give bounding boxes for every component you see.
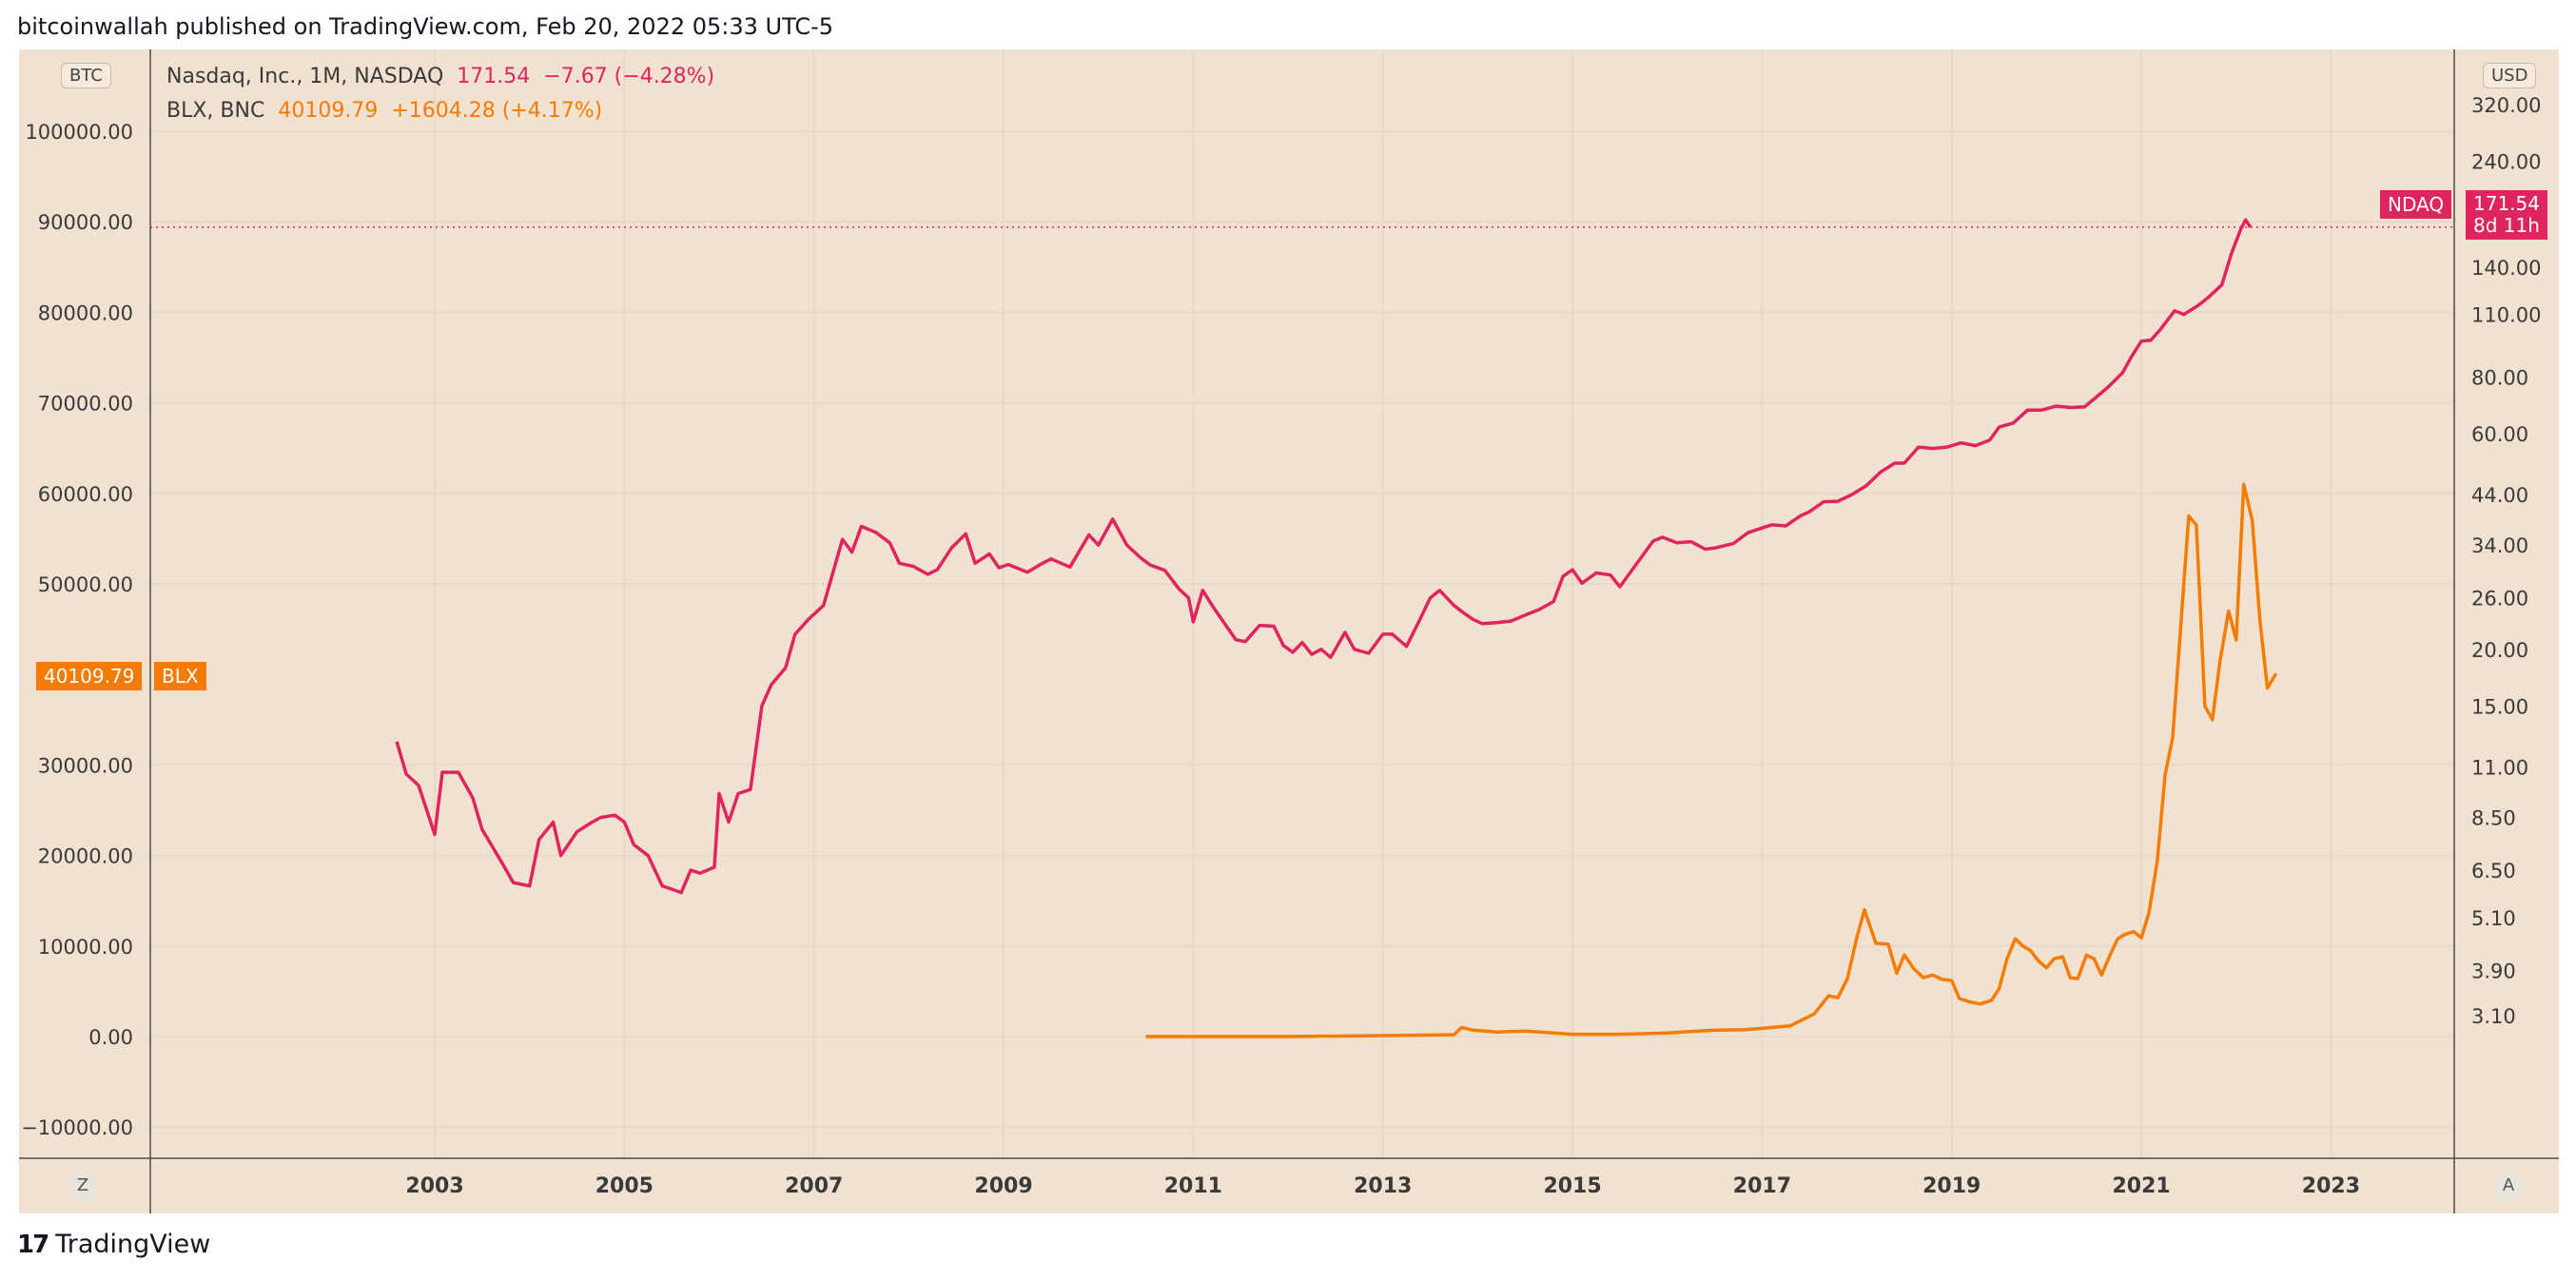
auto-scale-button[interactable]: A — [2494, 1172, 2523, 1200]
x-axis-tick-label: 2023 — [2302, 1174, 2360, 1198]
legend-ndaq-last: 171.54 — [457, 65, 531, 88]
blx-series-line — [1145, 482, 2278, 1038]
left-axis-tick-label: 20000.00 — [38, 845, 133, 868]
right-axis-tick-label: 240.00 — [2471, 150, 2541, 173]
x-axis-tick-label: 2017 — [1733, 1174, 1791, 1198]
right-axis-tick-label: 5.10 — [2471, 907, 2516, 930]
left-axis-tick-label: 100000.00 — [25, 121, 133, 144]
blx-price-tag: 40109.79 — [36, 662, 143, 690]
right-axis-tick-label: 15.00 — [2471, 695, 2528, 718]
legend-ndaq-change: −7.67 (−4.28%) — [543, 65, 715, 88]
right-axis-tick-label: 6.50 — [2471, 860, 2516, 882]
right-axis-tick-label: 320.00 — [2471, 94, 2541, 117]
left-axis-tick-label: 50000.00 — [38, 573, 133, 596]
ndaq-countdown: 8d 11h — [2473, 214, 2540, 237]
x-axis-tick-label: 2013 — [1354, 1174, 1412, 1198]
right-axis-tick-label: 110.00 — [2471, 304, 2541, 327]
legend-blx-last: 40109.79 — [278, 99, 379, 123]
x-axis-tick-label: 2019 — [1922, 1174, 1981, 1198]
right-axis-tick-label: 34.00 — [2471, 534, 2528, 557]
chart-svg[interactable]: 100000.00 90000.00 80000.00 70000.00 60000.0… — [19, 49, 2559, 1213]
right-axis-tick-label: 44.00 — [2471, 484, 2528, 507]
right-axis-tick-label: 140.00 — [2471, 257, 2541, 280]
legend-row-ndaq[interactable]: Nasdaq, Inc., 1M, NASDAQ 171.54 −7.67 (−… — [166, 65, 714, 88]
tradingview-logo-icon: 17 — [17, 1230, 49, 1259]
left-axis-tick-label: 0.00 — [88, 1026, 133, 1049]
right-axis-tick-label: 60.00 — [2471, 423, 2528, 446]
x-axis-tick-label: 2007 — [785, 1174, 843, 1198]
x-axis-tick-label: 2009 — [974, 1174, 1032, 1198]
x-axis-tick-label: 2003 — [405, 1174, 463, 1198]
tradingview-brand-label: TradingView — [55, 1230, 211, 1259]
legend-blx-change: +1604.28 (+4.17%) — [391, 99, 603, 123]
legend-ndaq-name: Nasdaq, Inc., 1M, NASDAQ — [166, 65, 444, 88]
left-axis-tick-label: 10000.00 — [38, 936, 133, 959]
left-axis-tick-label: −10000.00 — [21, 1116, 133, 1139]
right-axis-tick-label: 8.50 — [2471, 807, 2516, 830]
chart-area[interactable]: 100000.00 90000.00 80000.00 70000.00 60000.0… — [19, 49, 2559, 1213]
ndaq-price-tag: 171.54 8d 11h — [2466, 190, 2547, 240]
left-axis-tick-label: 90000.00 — [38, 211, 133, 234]
x-axis-tick-label: 2005 — [595, 1174, 654, 1198]
x-axis-tick-label: 2015 — [1543, 1174, 1601, 1198]
left-currency-badge[interactable]: BTC — [61, 63, 111, 88]
left-axis-tick-label: 60000.00 — [38, 483, 133, 506]
tradingview-brand[interactable]: 17 TradingView — [17, 1230, 210, 1259]
right-axis-tick-label: 3.10 — [2471, 1005, 2516, 1028]
left-axis-tick-label: 80000.00 — [38, 301, 133, 324]
x-axis-tick-label: 2021 — [2112, 1174, 2170, 1198]
ndaq-price-value: 171.54 — [2473, 192, 2540, 215]
legend-row-blx[interactable]: BLX, BNC 40109.79 +1604.28 (+4.17%) — [166, 99, 602, 123]
right-axis-tick-label: 26.00 — [2471, 588, 2528, 611]
left-scale-toggle-button[interactable]: Z — [68, 1172, 97, 1200]
legend-blx-name: BLX, BNC — [166, 99, 265, 123]
right-axis-tick-label: 3.90 — [2471, 960, 2516, 983]
publisher-caption: bitcoinwallah published on TradingView.c… — [17, 13, 834, 40]
blx-label-tag: BLX — [154, 662, 206, 690]
right-currency-badge[interactable]: USD — [2483, 63, 2537, 88]
x-axis-tick-label: 2011 — [1164, 1174, 1222, 1198]
ndaq-series-line — [395, 218, 2253, 895]
left-axis-tick-label: 70000.00 — [38, 393, 133, 416]
left-axis-tick-label: 30000.00 — [38, 754, 133, 777]
right-axis-tick-label: 20.00 — [2471, 639, 2528, 662]
right-axis-tick-label: 80.00 — [2471, 366, 2528, 389]
ndaq-label-tag: NDAQ — [2380, 190, 2452, 219]
right-axis-tick-label: 11.00 — [2471, 756, 2528, 779]
